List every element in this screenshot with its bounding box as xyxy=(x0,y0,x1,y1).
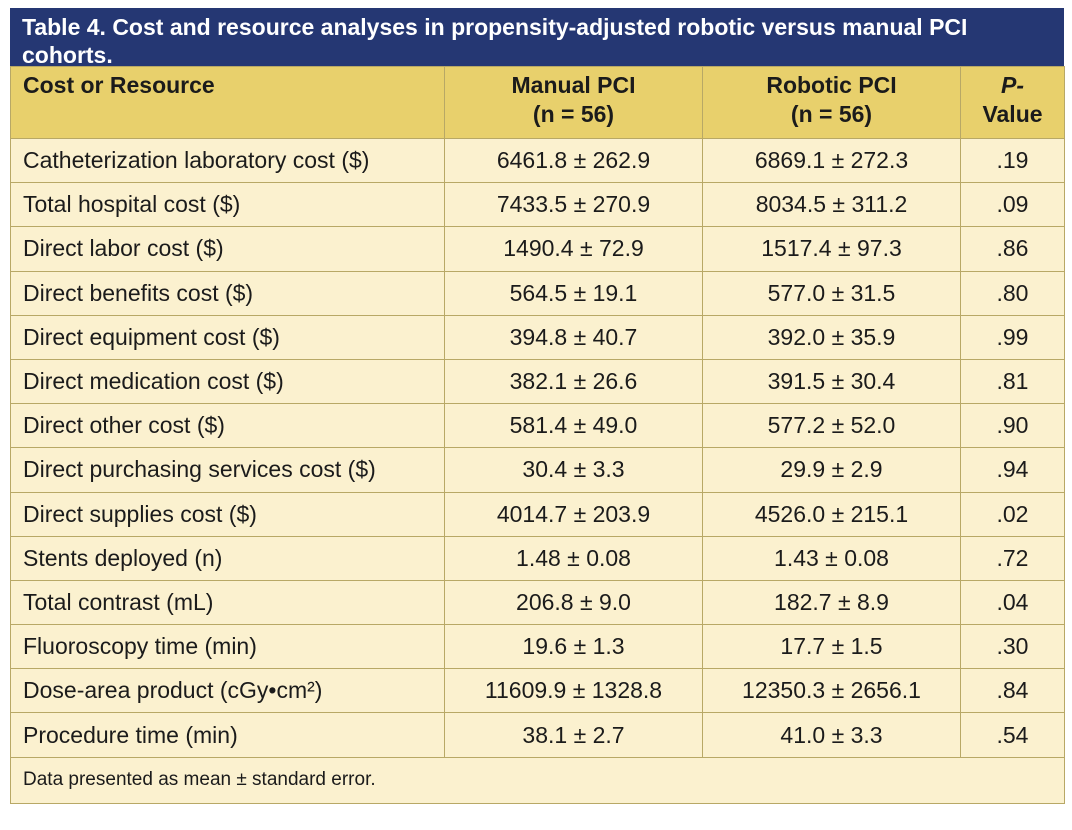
row-label: Direct supplies cost ($) xyxy=(10,491,445,537)
row-label: Total hospital cost ($) xyxy=(10,182,445,228)
cell-robotic-pci: 182.7 ± 8.9 xyxy=(702,579,961,626)
cell-p-value: .09 xyxy=(960,182,1065,228)
cell-robotic-pci: 392.0 ± 35.9 xyxy=(702,314,961,360)
table-row: Total hospital cost ($) 7433.5 ± 270.9 803… xyxy=(10,182,1065,228)
table-row: Direct benefits cost ($) 564.5 ± 19.1 577.… xyxy=(10,270,1065,316)
cell-robotic-pci: 577.2 ± 52.0 xyxy=(702,403,961,449)
cell-robotic-pci: 1.43 ± 0.08 xyxy=(702,535,961,581)
cell-robotic-pci: 29.9 ± 2.9 xyxy=(702,447,961,493)
cell-manual-pci: 1.48 ± 0.08 xyxy=(444,535,703,581)
cell-robotic-pci: 577.0 ± 31.5 xyxy=(702,270,961,316)
cell-manual-pci: 564.5 ± 19.1 xyxy=(444,270,703,316)
cell-manual-pci: 7433.5 ± 270.9 xyxy=(444,182,703,228)
cell-manual-pci: 11609.9 ± 1328.8 xyxy=(444,668,703,714)
cell-manual-pci: 30.4 ± 3.3 xyxy=(444,447,703,493)
table-row: Direct purchasing services cost ($) 30.4 … xyxy=(10,447,1065,493)
cell-robotic-pci: 4526.0 ± 215.1 xyxy=(702,491,961,537)
row-label: Direct medication cost ($) xyxy=(10,358,445,405)
table-row: Catheterization laboratory cost ($) 6461.… xyxy=(10,137,1065,184)
data-table-container: Table 4. Cost and resource analyses in p… xyxy=(10,8,1065,804)
cell-robotic-pci: 1517.4 ± 97.3 xyxy=(702,226,961,272)
cell-manual-pci: 382.1 ± 26.6 xyxy=(444,358,703,405)
cell-p-value: .30 xyxy=(960,624,1065,670)
table-footnote: Data presented as mean ± standard error. xyxy=(10,756,1065,804)
row-label: Direct labor cost ($) xyxy=(10,226,445,272)
table-row: Stents deployed (n) 1.48 ± 0.08 1.43 ± 0.0… xyxy=(10,535,1065,581)
table-title: Table 4. Cost and resource analyses in p… xyxy=(10,8,1064,68)
table-row: Direct equipment cost ($) 394.8 ± 40.7 392… xyxy=(10,314,1065,360)
table-row: Procedure time (min) 38.1 ± 2.7 41.0 ± 3.3… xyxy=(10,712,1065,758)
cell-robotic-pci: 391.5 ± 30.4 xyxy=(702,358,961,405)
row-label: Stents deployed (n) xyxy=(10,535,445,581)
row-label: Catheterization laboratory cost ($) xyxy=(10,137,445,184)
table-row: Direct other cost ($) 581.4 ± 49.0 577.2 ±… xyxy=(10,403,1065,449)
row-label: Procedure time (min) xyxy=(10,712,445,758)
header-p-value: P- Value xyxy=(960,66,1065,139)
cell-p-value: .54 xyxy=(960,712,1065,758)
cell-p-value: .72 xyxy=(960,535,1065,581)
cell-robotic-pci: 17.7 ± 1.5 xyxy=(702,624,961,670)
cell-p-value: .90 xyxy=(960,403,1065,449)
cell-p-value: .99 xyxy=(960,314,1065,360)
cell-manual-pci: 4014.7 ± 203.9 xyxy=(444,491,703,537)
row-label: Direct benefits cost ($) xyxy=(10,270,445,316)
table-row: Total contrast (mL) 206.8 ± 9.0 182.7 ± 8.… xyxy=(10,579,1065,626)
table-row: Fluoroscopy time (min) 19.6 ± 1.3 17.7 ± 1… xyxy=(10,624,1065,670)
cost-resource-table: Cost or Resource Manual PCI (n = 56) Robo… xyxy=(10,66,1065,804)
cell-manual-pci: 581.4 ± 49.0 xyxy=(444,403,703,449)
row-label: Dose-area product (cGy•cm²) xyxy=(10,668,445,714)
cell-manual-pci: 6461.8 ± 262.9 xyxy=(444,137,703,184)
cell-p-value: .94 xyxy=(960,447,1065,493)
cell-p-value: .81 xyxy=(960,358,1065,405)
cell-manual-pci: 38.1 ± 2.7 xyxy=(444,712,703,758)
cell-p-value: .84 xyxy=(960,668,1065,714)
cell-manual-pci: 19.6 ± 1.3 xyxy=(444,624,703,670)
cell-manual-pci: 394.8 ± 40.7 xyxy=(444,314,703,360)
cell-robotic-pci: 41.0 ± 3.3 xyxy=(702,712,961,758)
header-manual-pci: Manual PCI (n = 56) xyxy=(444,66,703,139)
cell-robotic-pci: 8034.5 ± 311.2 xyxy=(702,182,961,228)
row-label: Total contrast (mL) xyxy=(10,579,445,626)
cell-p-value: .04 xyxy=(960,579,1065,626)
table-row: Direct labor cost ($) 1490.4 ± 72.9 1517.4… xyxy=(10,226,1065,272)
cell-robotic-pci: 12350.3 ± 2656.1 xyxy=(702,668,961,714)
header-row: Cost or Resource Manual PCI (n = 56) Robo… xyxy=(10,66,1065,139)
table-row: Direct medication cost ($) 382.1 ± 26.6 39… xyxy=(10,358,1065,405)
cell-manual-pci: 1490.4 ± 72.9 xyxy=(444,226,703,272)
table-row: Direct supplies cost ($) 4014.7 ± 203.9 45… xyxy=(10,491,1065,537)
footnote-row: Data presented as mean ± standard error. xyxy=(10,756,1065,804)
table-row: Dose-area product (cGy•cm²) 11609.9 ± 132… xyxy=(10,668,1065,714)
cell-p-value: .80 xyxy=(960,270,1065,316)
header-cost-or-resource: Cost or Resource xyxy=(10,66,445,139)
cell-manual-pci: 206.8 ± 9.0 xyxy=(444,579,703,626)
cell-p-value: .19 xyxy=(960,137,1065,184)
row-label: Direct equipment cost ($) xyxy=(10,314,445,360)
cell-robotic-pci: 6869.1 ± 272.3 xyxy=(702,137,961,184)
row-label: Direct other cost ($) xyxy=(10,403,445,449)
row-label: Direct purchasing services cost ($) xyxy=(10,447,445,493)
row-label: Fluoroscopy time (min) xyxy=(10,624,445,670)
table-body: Catheterization laboratory cost ($) 6461.… xyxy=(10,137,1065,804)
cell-p-value: .02 xyxy=(960,491,1065,537)
cell-p-value: .86 xyxy=(960,226,1065,272)
header-robotic-pci: Robotic PCI (n = 56) xyxy=(702,66,961,139)
